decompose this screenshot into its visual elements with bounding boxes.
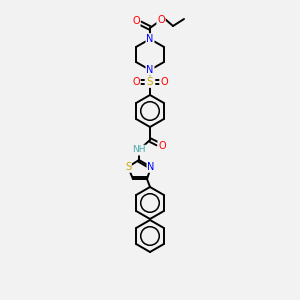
Text: O: O xyxy=(157,15,165,25)
Text: N: N xyxy=(146,34,154,44)
Text: S: S xyxy=(147,77,153,87)
Text: N: N xyxy=(146,65,154,75)
Text: O: O xyxy=(160,77,168,87)
Text: NH: NH xyxy=(132,146,146,154)
Text: N: N xyxy=(147,162,155,172)
Text: S: S xyxy=(125,162,131,172)
Text: O: O xyxy=(132,77,140,87)
Text: O: O xyxy=(158,141,166,151)
Text: O: O xyxy=(132,16,140,26)
